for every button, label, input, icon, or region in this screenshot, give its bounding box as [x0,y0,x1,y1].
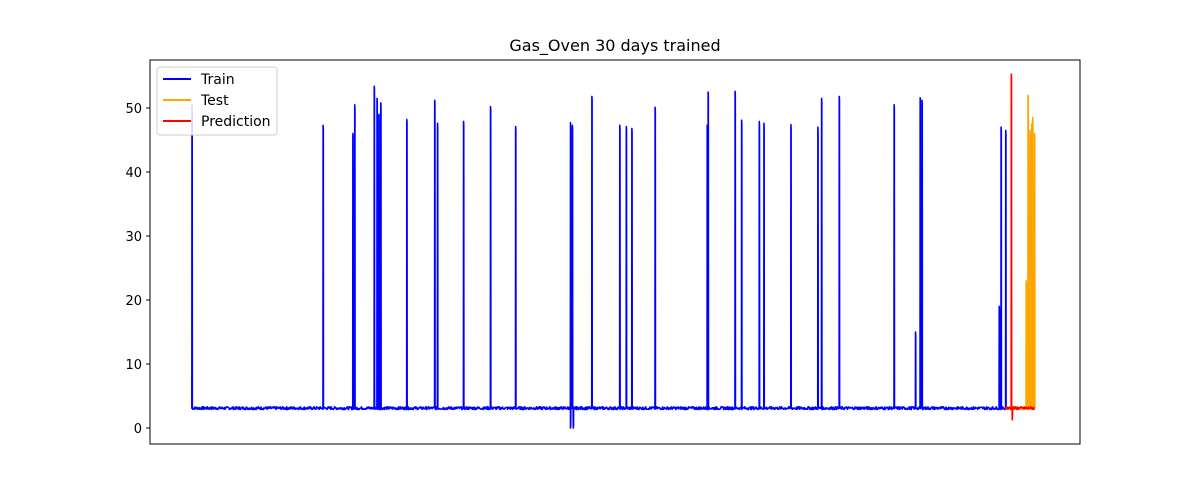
y-tick-label: 50 [125,102,142,117]
legend-label-prediction: Prediction [201,114,271,130]
y-tick-label: 40 [125,166,142,181]
legend-box [156,66,278,136]
chart-title: Gas_Oven 30 days trained [509,36,720,56]
legend-label-train: Train [200,72,235,88]
axes-frame [149,59,1081,445]
y-axis: 0 10 20 30 40 50 [125,102,150,437]
plot-area [191,73,1036,429]
y-tick-label: 10 [125,358,142,373]
legend: Train Test Prediction [156,66,278,136]
y-tick-label: 0 [134,422,142,437]
series-line-train [191,85,1007,429]
series-line-prediction [1004,73,1035,421]
y-tick-label: 30 [125,230,142,245]
y-tick-label: 20 [125,294,142,309]
legend-label-test: Test [200,93,229,109]
